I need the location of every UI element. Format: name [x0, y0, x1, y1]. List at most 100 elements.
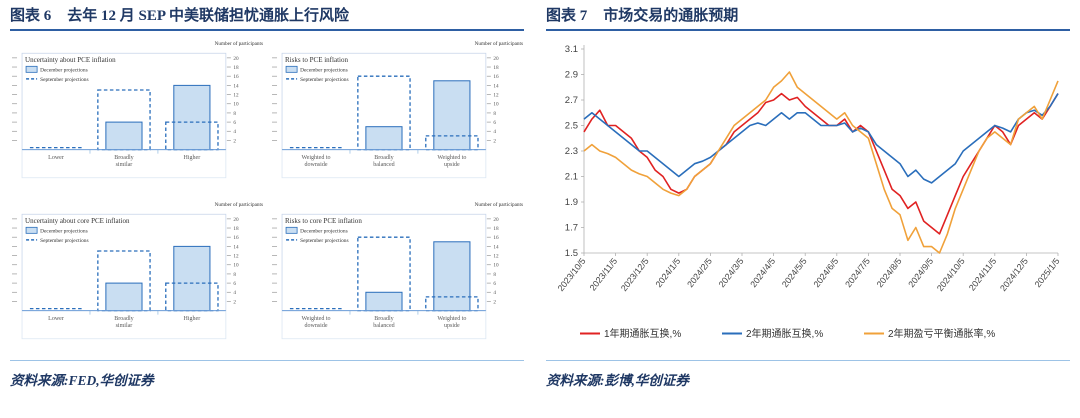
x-tick-label: 2024/4/5	[748, 256, 777, 289]
risks_pce-svg: Number of participants 2 4 6 8 10 12 14 16 18 20 Ri…	[272, 40, 523, 179]
subplot-title: Uncertainty about PCE inflation	[25, 56, 116, 64]
y-tick-label: 4	[493, 129, 496, 135]
y-tick-label: 18	[493, 226, 499, 232]
y-tick-label: 6	[493, 120, 496, 126]
category-label: upside	[444, 323, 460, 329]
x-tick-label: 2023/11/5	[588, 256, 620, 293]
figure6-title-rule	[10, 29, 524, 31]
december-bar	[365, 126, 403, 151]
category-label: downside	[304, 162, 327, 168]
x-tick-label: 2024/5/5	[780, 256, 809, 289]
figure7-panel: 图表 7 市场交易的通胀预期 3.1 2.9 2.7 2.5 2.3 2.1 1.9 1.7 1.…	[546, 6, 1070, 389]
y-tick-label: 4	[233, 129, 236, 135]
y-tick-label: 20	[233, 217, 239, 223]
legend-december-label: December projections	[300, 68, 348, 74]
category-label: Weighted to	[437, 155, 466, 161]
y-tick-label: 1.5	[565, 248, 578, 259]
y-tick-label: 6	[233, 281, 236, 287]
legend-label-0: 1年期通胀互换,%	[604, 327, 681, 340]
bar-chart-risks-pce: Number of participants 2 4 6 8 10 12 14 16 18 20 Ri…	[270, 35, 524, 194]
bar-chart-uncertainty-core-pce: Number of participants 2 4 6 8 10 12 14 16 18 20 Un…	[10, 196, 264, 355]
figure6-source-row: 资料来源:FED,华创证券	[10, 360, 524, 389]
y-tick-label: 2	[493, 138, 496, 144]
y-tick-label: 2	[233, 299, 236, 305]
category-label: Weighted to	[301, 155, 330, 161]
y-tick-label: 8	[493, 111, 496, 117]
axis-note: Number of participants	[475, 201, 523, 208]
y-tick-label: 12	[493, 253, 499, 259]
y-tick-label: 10	[493, 263, 499, 269]
december-bar	[105, 282, 143, 312]
axis-note: Number of participants	[215, 201, 263, 208]
x-tick-label: 2024/1/5	[653, 256, 682, 289]
y-tick-label: 6	[493, 281, 496, 287]
uncertainty_pce-svg: Number of participants 2 4 6 8 10 12 14 16 18 20 Un…	[12, 40, 263, 179]
y-tick-label: 10	[493, 102, 499, 108]
subplot-title: Risks to PCE inflation	[285, 56, 348, 64]
y-tick-label: 8	[493, 272, 496, 278]
y-tick-label: 10	[233, 102, 239, 108]
y-tick-label: 12	[233, 92, 239, 98]
legend-december-label: December projections	[300, 229, 348, 235]
axis-note: Number of participants	[215, 40, 263, 47]
x-tick-label: 2024/8/5	[875, 256, 904, 289]
y-tick-label: 2	[233, 138, 236, 144]
subplot-title: Uncertainty about core PCE inflation	[25, 217, 130, 225]
y-tick-label: 14	[233, 244, 239, 250]
category-label: Lower	[48, 155, 64, 161]
line-chart-inflation-expectations: 3.1 2.9 2.7 2.5 2.3 2.1 1.9 1.7 1.5 2023/10/5 2023…	[546, 33, 1070, 355]
legend-september-label: September projections	[40, 238, 89, 244]
category-label: Broadly	[374, 316, 393, 322]
figure7-source-text: 资料来源:彭博,华创证券	[546, 373, 689, 388]
y-tick-label: 16	[493, 235, 499, 241]
y-tick-label: 14	[233, 83, 239, 89]
x-tick-label: 2024/11/5	[967, 256, 999, 293]
figure6-title: 去年 12 月 SEP 中美联储担忧通胀上行风险	[67, 8, 349, 24]
y-tick-label: 20	[493, 56, 499, 62]
subplot-title: Risks to core PCE inflation	[285, 217, 362, 225]
legend-label-1: 2年期通胀互换,%	[746, 327, 823, 340]
legend-december-label: December projections	[40, 229, 88, 235]
x-tick-label: 2025/1/5	[1033, 256, 1062, 289]
y-tick-label: 2.5	[565, 121, 578, 132]
legend-december-label: December projections	[40, 68, 88, 74]
figure6-header: 图表 6 去年 12 月 SEP 中美联储担忧通胀上行风险	[10, 6, 524, 26]
category-label: Broadly	[114, 316, 133, 322]
legend-december-swatch	[285, 226, 298, 234]
y-tick-label: 1.7	[565, 223, 578, 234]
category-label: similar	[116, 162, 133, 168]
category-label: Higher	[184, 316, 201, 322]
y-tick-label: 20	[493, 217, 499, 223]
figure6-source-text: 资料来源:FED,华创证券	[10, 373, 154, 388]
figure7-header: 图表 7 市场交易的通胀预期	[546, 6, 1070, 26]
figure6-label: 图表 6	[10, 8, 52, 24]
category-label: Broadly	[114, 155, 133, 161]
december-bar	[433, 80, 471, 151]
y-tick-label: 12	[233, 253, 239, 259]
x-tick-label: 2024/10/5	[935, 256, 967, 293]
bar-chart-risks-core-pce: Number of participants 2 4 6 8 10 12 14 16 18 20 Ri…	[270, 196, 524, 355]
figure7-title-rule	[546, 29, 1070, 31]
y-tick-label: 16	[233, 74, 239, 80]
y-tick-label: 2.1	[565, 172, 578, 183]
y-tick-label: 8	[233, 111, 236, 117]
y-tick-label: 4	[493, 290, 496, 296]
figure7-title: 市场交易的通胀预期	[603, 8, 739, 24]
y-tick-label: 10	[233, 263, 239, 269]
y-tick-label: 18	[493, 65, 499, 71]
y-tick-label: 14	[493, 83, 499, 89]
y-tick-label: 3.1	[565, 44, 578, 55]
december-bar	[173, 84, 211, 151]
category-label: Higher	[184, 155, 201, 161]
december-bar	[365, 291, 403, 312]
category-label: Broadly	[374, 155, 393, 161]
category-label: balanced	[373, 162, 394, 168]
legend-december-swatch	[25, 65, 38, 73]
category-label: similar	[116, 323, 133, 329]
y-tick-label: 2.9	[565, 70, 578, 81]
y-tick-label: 2.7	[565, 95, 578, 106]
y-tick-label: 14	[493, 244, 499, 250]
y-tick-label: 2	[493, 299, 496, 305]
x-tick-label: 2024/2/5	[685, 256, 714, 289]
